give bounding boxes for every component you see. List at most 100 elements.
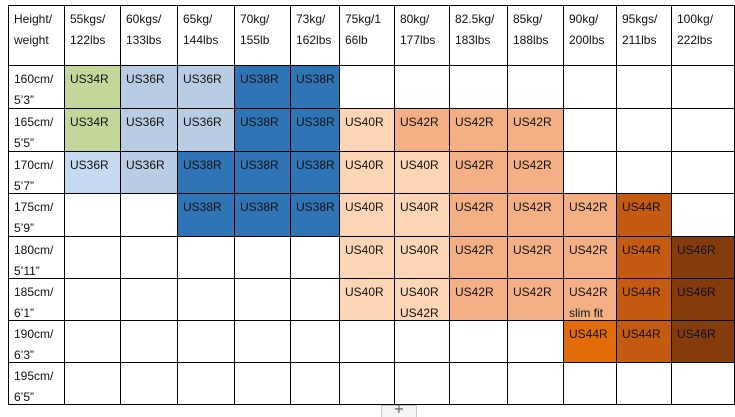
size-cell — [65, 321, 121, 363]
size-cell — [564, 363, 617, 405]
cell-line: 6’1” — [14, 306, 35, 320]
cell-line: 188lbs — [513, 33, 549, 47]
size-cell — [340, 321, 395, 363]
size-cell — [617, 363, 672, 405]
size-cell: US36R — [178, 66, 235, 109]
size-cell: US44R — [617, 321, 672, 363]
cell-line: US36R — [70, 158, 109, 172]
size-cell — [564, 66, 617, 109]
size-cell: US42R — [395, 109, 450, 152]
cell-line: US42R — [513, 200, 552, 214]
cell-line: 66lb — [345, 33, 368, 47]
size-cell — [395, 66, 450, 109]
cell-line: US38R — [240, 200, 279, 214]
row-height-cell: 195cm/6’5” — [8, 363, 65, 405]
size-cell: US44R — [617, 237, 672, 279]
cell-line: US36R — [126, 72, 165, 86]
size-cell: US40R — [340, 279, 395, 321]
cell-line: US38R — [240, 72, 279, 86]
cell-line: US36R — [183, 72, 222, 86]
size-cell — [178, 363, 235, 405]
size-cell — [235, 321, 291, 363]
size-cell — [65, 279, 121, 321]
cell-line: US40R — [345, 158, 384, 172]
size-cell: US42R — [450, 109, 508, 152]
size-cell: US36R — [121, 109, 178, 152]
cell-line: 195cm/ — [14, 369, 54, 383]
cell-line: US42R — [455, 200, 494, 214]
cell-line: US42R — [455, 115, 494, 129]
cell-line: 162lbs — [296, 33, 332, 47]
size-cell — [672, 363, 735, 405]
cell-line: US38R — [183, 158, 222, 172]
header-weight-cell: 75kg/1 66lb — [340, 5, 395, 66]
size-cell: US36R — [121, 152, 178, 194]
header-corner-cell: Height/weight — [8, 5, 65, 66]
cell-line: 222lbs — [677, 33, 713, 47]
cell-line: US38R — [240, 115, 279, 129]
size-cell: US38R — [291, 109, 340, 152]
size-cell: US38R — [291, 194, 340, 237]
cell-line: 185cm/ — [14, 285, 54, 299]
row-height-cell: 190cm/6’3” — [8, 321, 65, 363]
header-weight-cell: 85kg/188lbs — [508, 5, 564, 66]
size-cell — [65, 363, 121, 405]
cell-line: 200lbs — [569, 33, 605, 47]
size-cell: US46R — [672, 237, 735, 279]
size-cell: US42R — [508, 109, 564, 152]
cell-line: US42R — [569, 243, 608, 257]
size-cell — [617, 152, 672, 194]
table-resize-handle[interactable]: + — [381, 402, 417, 417]
size-cell: US40R — [395, 194, 450, 237]
size-cell: US42R — [450, 279, 508, 321]
size-cell: US38R — [235, 194, 291, 237]
cell-line: US42R — [569, 200, 608, 214]
size-cell — [672, 194, 735, 237]
size-cell: US40R US42R — [395, 279, 450, 321]
size-cell — [617, 66, 672, 109]
row-height-cell: 160cm/5’3” — [8, 66, 65, 109]
size-cell: US34R — [65, 109, 121, 152]
row-height-cell: 170cm/5’7” — [8, 152, 65, 194]
cell-line: 144lbs — [183, 33, 219, 47]
size-cell — [672, 66, 735, 109]
size-cell — [65, 194, 121, 237]
size-cell — [672, 152, 735, 194]
size-cell: US40R — [395, 237, 450, 279]
cell-line: 133lbs — [126, 33, 162, 47]
size-cell — [178, 321, 235, 363]
size-cell — [564, 109, 617, 152]
cell-line: US42R — [513, 158, 552, 172]
size-cell — [121, 237, 178, 279]
cell-line: 180cm/ — [14, 243, 54, 257]
cell-line: US38R — [183, 200, 222, 214]
cell-line: US44R — [622, 285, 661, 299]
size-cell: US42R — [508, 194, 564, 237]
header-weight-cell: 80kg/177lbs — [395, 5, 450, 66]
cell-line: US40R — [345, 115, 384, 129]
cell-line: US42R — [400, 306, 439, 320]
cell-line: US44R — [622, 327, 661, 341]
cell-line: US42R — [455, 158, 494, 172]
cell-line: 100kg/ — [677, 12, 714, 26]
cell-line: US36R — [126, 115, 165, 129]
cell-line: US38R — [296, 158, 335, 172]
size-cell — [395, 363, 450, 405]
header-weight-cell: 70kg/155lb — [235, 5, 291, 66]
size-cell: US44R — [617, 194, 672, 237]
size-cell: US42R — [450, 152, 508, 194]
size-cell: US38R — [235, 66, 291, 109]
header-weight-cell: 90kg/200lbs — [564, 5, 617, 66]
size-cell: US46R — [672, 321, 735, 363]
size-chart-table: Height/weight 55kgs/122lbs 60kgs/133lbs 65k… — [8, 5, 735, 405]
size-cell — [564, 152, 617, 194]
cell-line: US44R — [622, 243, 661, 257]
cell-line: weight — [14, 33, 49, 47]
header-weight-cell: 55kgs/122lbs — [65, 5, 121, 66]
row-height-cell: 175cm/5’9” — [8, 194, 65, 237]
size-cell — [291, 237, 340, 279]
size-cell: US36R — [178, 109, 235, 152]
size-cell: US40R — [340, 152, 395, 194]
cell-line: US40R — [400, 243, 439, 257]
cell-line: 155lb — [240, 33, 270, 47]
